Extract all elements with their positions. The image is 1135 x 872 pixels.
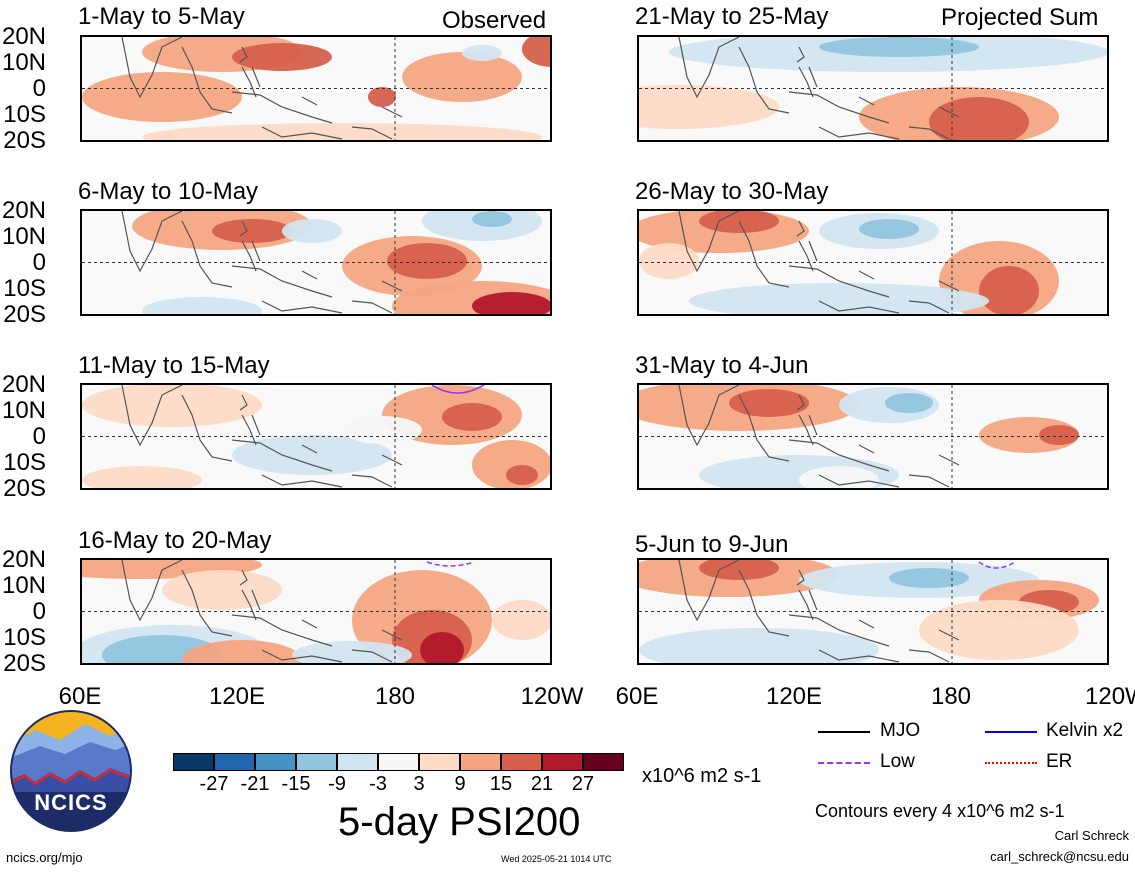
lat-label-eq: 0 xyxy=(32,423,46,450)
legend-er-label: ER xyxy=(1046,751,1073,772)
colorbar-tick-label: 3 xyxy=(413,773,425,795)
map-panel-observed-2 xyxy=(80,209,552,316)
legend-er-line xyxy=(985,762,1037,764)
legend-kelvin-label: Kelvin x2 xyxy=(1046,720,1124,741)
map-panel-observed-1 xyxy=(80,35,552,142)
lat-label-10n: 10N xyxy=(1,397,46,424)
lon-label-120w-right: 120W xyxy=(1085,685,1135,709)
lon-label-60e: 60E xyxy=(58,683,102,710)
colorbar xyxy=(173,753,625,771)
contour-note: Contours every 4 x10^6 m2 s-1 xyxy=(815,801,1065,821)
panel-title-obs-3: 11-May to 15-May xyxy=(78,352,270,379)
colorbar-swatch xyxy=(296,753,337,771)
colorbar-swatch xyxy=(173,753,214,771)
panel-title-proj-3: 31-May to 4-Jun xyxy=(635,352,809,379)
panel-title-obs-4: 16-May to 20-May xyxy=(78,527,272,554)
lat-label-20s: 20S xyxy=(3,650,46,677)
lat-label-eq: 0 xyxy=(32,249,46,276)
lon-label-180: 180 xyxy=(374,683,416,710)
legend-mjo-label: MJO xyxy=(880,720,921,741)
map-panel-observed-3 xyxy=(80,383,552,490)
lat-label-20n: 20N xyxy=(1,546,46,573)
colorbar-swatch xyxy=(419,753,460,771)
map-panel-projected-2 xyxy=(637,209,1109,316)
panel-title-obs-1: 1-May to 5-May xyxy=(78,3,245,30)
timestamp: Wed 2025-05-21 1014 UTC xyxy=(501,854,612,864)
lon-label-60e-right: 60E xyxy=(615,683,659,710)
lat-label-10n: 10N xyxy=(1,572,46,599)
colorbar-swatch xyxy=(255,753,296,771)
colorbar-units: x10^6 m2 s-1 xyxy=(642,765,762,787)
lon-label-120e-right: 120E xyxy=(765,683,823,710)
map-panel-projected-3 xyxy=(637,383,1109,490)
colorbar-swatch xyxy=(378,753,419,771)
lon-label-120w: 120W xyxy=(520,683,584,710)
lat-label-20s: 20S xyxy=(3,127,46,154)
map-panel-observed-4 xyxy=(80,558,552,665)
colorbar-tick-label: 27 xyxy=(571,773,595,795)
observed-label: Observed xyxy=(442,7,547,34)
colorbar-tick-label: -27 xyxy=(199,773,229,795)
lat-label-20s: 20S xyxy=(3,475,46,502)
lat-label-eq: 0 xyxy=(32,75,46,102)
lat-label-10n: 10N xyxy=(1,49,46,76)
lat-label-20n: 20N xyxy=(1,197,46,224)
panel-title-proj-1: 21-May to 25-May xyxy=(635,3,829,30)
colorbar-swatch xyxy=(460,753,501,771)
lon-label-120e: 120E xyxy=(208,683,266,710)
legend-mjo-line xyxy=(818,731,870,733)
panel-title-proj-4: 5-Jun to 9-Jun xyxy=(635,531,789,558)
lat-label-eq: 0 xyxy=(32,598,46,625)
colorbar-swatch xyxy=(214,753,255,771)
map-panel-projected-1 xyxy=(637,35,1109,142)
map-panel-projected-4 xyxy=(637,558,1109,665)
lat-label-10s: 10S xyxy=(3,101,46,128)
ncics-logo: NCICS xyxy=(10,710,132,832)
panel-title-obs-2: 6-May to 10-May xyxy=(78,178,259,205)
colorbar-title: 5-day PSI200 xyxy=(338,800,581,844)
colorbar-swatch xyxy=(337,753,378,771)
source-url[interactable]: ncics.org/mjo xyxy=(6,850,83,865)
colorbar-tick-label: -15 xyxy=(281,773,311,795)
legend-kelvin-line xyxy=(985,731,1037,733)
colorbar-tick-label: -3 xyxy=(369,773,387,795)
lat-label-20n: 20N xyxy=(1,371,46,398)
author-name: Carl Schreck xyxy=(1054,828,1129,843)
legend-low-label: Low xyxy=(880,751,915,772)
lat-label-20s: 20S xyxy=(3,301,46,328)
lat-label-10s: 10S xyxy=(3,449,46,476)
legend-low-line xyxy=(818,762,870,764)
colorbar-swatch xyxy=(583,753,624,771)
projected-sum-label: Projected Sum xyxy=(941,4,1099,31)
author-email: carl_schreck@ncsu.edu xyxy=(990,849,1129,864)
colorbar-tick-label: -9 xyxy=(328,773,346,795)
logo-text: NCICS xyxy=(34,790,108,815)
colorbar-tick-label: 15 xyxy=(489,773,513,795)
colorbar-tick-label: 21 xyxy=(530,773,554,795)
colorbar-swatch xyxy=(542,753,583,771)
colorbar-swatch xyxy=(501,753,542,771)
lat-label-10s: 10S xyxy=(3,624,46,651)
colorbar-tick-label: 9 xyxy=(454,773,466,795)
lat-label-10n: 10N xyxy=(1,223,46,250)
colorbar-tick-label: -21 xyxy=(240,773,270,795)
lat-label-20n: 20N xyxy=(1,23,46,50)
lat-label-10s: 10S xyxy=(3,275,46,302)
panel-title-proj-2: 26-May to 30-May xyxy=(635,178,829,205)
lon-label-180-right: 180 xyxy=(930,683,972,710)
